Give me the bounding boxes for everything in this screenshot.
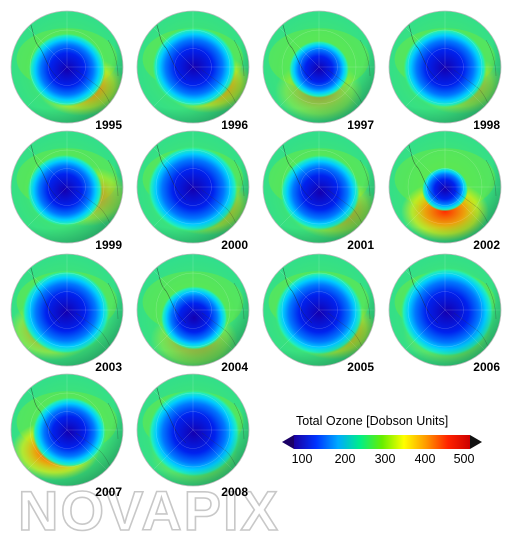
ozone-globe-2001 (262, 130, 376, 244)
ozone-globe-2003 (10, 253, 124, 367)
colorbar-tick-300: 300 (374, 452, 396, 466)
year-label-2001: 2001 (347, 238, 374, 252)
year-label-2007: 2007 (95, 485, 122, 499)
ozone-globe-2008 (136, 373, 250, 487)
year-label-1996: 1996 (221, 118, 248, 132)
ozone-globe-1995 (10, 10, 124, 124)
ozone-globe-1998 (388, 10, 502, 124)
ozone-globe-2007 (10, 373, 124, 487)
year-label-1998: 1998 (473, 118, 500, 132)
ozone-globe-2005 (262, 253, 376, 367)
colorbar-tick-500: 500 (453, 452, 475, 466)
year-label-1999: 1999 (95, 238, 122, 252)
colorbar-tick-200: 200 (334, 452, 356, 466)
colorbar-right-arrow (470, 435, 482, 449)
colorbar (282, 435, 482, 449)
colorbar-tick-100: 100 (291, 452, 313, 466)
year-label-1995: 1995 (95, 118, 122, 132)
year-label-2000: 2000 (221, 238, 248, 252)
year-label-2003: 2003 (95, 360, 122, 374)
year-label-2002: 2002 (473, 238, 500, 252)
ozone-globe-2004 (136, 253, 250, 367)
ozone-globe-1997 (262, 10, 376, 124)
legend-title: Total Ozone [Dobson Units] (296, 414, 449, 428)
novapix-watermark: NOVAPIX (18, 478, 280, 540)
colorbar-tick-400: 400 (414, 452, 436, 466)
ozone-globe-2002 (388, 130, 502, 244)
year-label-2005: 2005 (347, 360, 374, 374)
ozone-globe-2006 (388, 253, 502, 367)
year-label-2006: 2006 (473, 360, 500, 374)
ozone-globe-1996 (136, 10, 250, 124)
colorbar-left-arrow (282, 435, 294, 449)
colorbar-gradient (294, 435, 470, 449)
year-label-2004: 2004 (221, 360, 248, 374)
year-label-1997: 1997 (347, 118, 374, 132)
watermark-text: NOVAPIX (18, 479, 280, 540)
ozone-globe-1999 (10, 130, 124, 244)
ozone-globe-2000 (136, 130, 250, 244)
year-label-2008: 2008 (221, 485, 248, 499)
